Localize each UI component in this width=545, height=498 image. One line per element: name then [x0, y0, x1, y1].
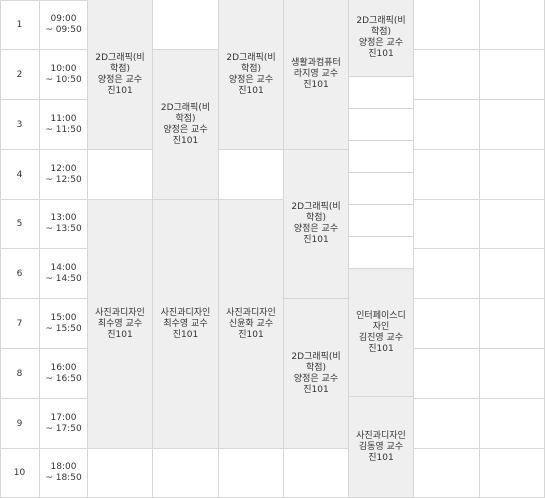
period-end: ~ 16:50 — [45, 373, 82, 384]
period-time: 18:00 ~ 18:50 — [40, 449, 88, 498]
empty-slot — [349, 173, 414, 205]
period-end: ~ 15:50 — [45, 323, 82, 334]
empty-slot — [414, 150, 480, 200]
period-start: 12:00 — [50, 163, 77, 174]
period-time: 13:00 ~ 13:50 — [40, 200, 88, 249]
period-end: ~ 11:50 — [45, 124, 82, 135]
period-number: 3 — [0, 100, 40, 150]
grid-left-border — [0, 0, 1, 498]
period-start: 18:00 — [50, 462, 77, 472]
empty-slot — [88, 150, 153, 200]
empty-slot — [480, 449, 545, 498]
period-time: 11:00 ~ 11:50 — [40, 100, 88, 150]
period-number: 6 — [0, 249, 40, 299]
empty-slot — [480, 100, 545, 150]
empty-slot — [219, 150, 284, 200]
empty-slot — [480, 50, 545, 100]
course-block[interactable]: 사진과디자인 최수영 교수 진101 — [88, 200, 153, 449]
course-block[interactable]: 사진과디자인 최수영 교수 진101 — [153, 200, 219, 449]
empty-slot — [480, 200, 545, 249]
empty-slot — [349, 205, 414, 237]
period-start: 14:00 — [50, 262, 77, 273]
period-number: 10 — [0, 449, 40, 498]
empty-slot — [284, 449, 349, 498]
period-time: 10:00 ~ 10:50 — [40, 50, 88, 100]
empty-slot — [414, 200, 480, 249]
period-number: 8 — [0, 349, 40, 399]
period-time: 17:00 ~ 17:50 — [40, 399, 88, 449]
course-block[interactable]: 인터페이스디 자인 김진영 교수 진101 — [349, 269, 414, 397]
course-block[interactable]: 생활과컴퓨터 라지영 교수 진101 — [284, 0, 349, 150]
period-number: 9 — [0, 399, 40, 449]
period-start: 09:00 — [50, 13, 77, 24]
period-time: 15:00 ~ 15:50 — [40, 299, 88, 349]
empty-slot — [349, 141, 414, 173]
period-number: 4 — [0, 150, 40, 200]
period-end: ~ 13:50 — [45, 224, 82, 234]
period-end: ~ 17:50 — [45, 423, 82, 434]
period-start: 16:00 — [50, 362, 77, 373]
period-end: ~ 09:50 — [45, 24, 82, 35]
empty-slot — [219, 449, 284, 498]
period-number: 1 — [0, 0, 40, 50]
period-start: 15:00 — [50, 312, 77, 323]
empty-slot — [414, 399, 480, 449]
empty-slot — [480, 399, 545, 449]
course-block[interactable]: 2D그래픽(비 학점) 양정은 교수 진101 — [349, 0, 414, 77]
course-block[interactable]: 2D그래픽(비 학점) 양정은 교수 진101 — [219, 0, 284, 150]
empty-slot — [153, 0, 219, 50]
empty-slot — [414, 349, 480, 399]
empty-slot — [153, 449, 219, 498]
period-start: 10:00 — [50, 63, 77, 74]
empty-slot — [480, 0, 545, 50]
period-start: 11:00 — [50, 113, 77, 124]
empty-slot — [414, 249, 480, 299]
period-end: ~ 18:50 — [45, 473, 82, 483]
empty-slot — [414, 449, 480, 498]
course-block[interactable]: 사진과디자인 신윤화 교수 진101 — [219, 200, 284, 449]
period-time: 16:00 ~ 16:50 — [40, 349, 88, 399]
empty-slot — [349, 237, 414, 269]
period-end: ~ 12:50 — [45, 174, 82, 185]
course-block[interactable]: 사진과디자인 김동영 교수 진101 — [349, 397, 414, 498]
period-end: ~ 10:50 — [45, 74, 82, 85]
period-number: 7 — [0, 299, 40, 349]
empty-slot — [480, 150, 545, 200]
period-start: 17:00 — [50, 412, 77, 423]
empty-slot — [414, 299, 480, 349]
empty-slot — [414, 0, 480, 50]
period-number: 5 — [0, 200, 40, 249]
course-block[interactable]: 2D그래픽(비 학점) 양정은 교수 진101 — [284, 150, 349, 299]
period-end: ~ 14:50 — [45, 273, 82, 284]
period-time: 12:00 ~ 12:50 — [40, 150, 88, 200]
period-time: 14:00 ~ 14:50 — [40, 249, 88, 299]
empty-slot — [480, 299, 545, 349]
empty-slot — [349, 109, 414, 141]
period-number: 2 — [0, 50, 40, 100]
course-block[interactable]: 2D그래픽(비 학점) 양정은 교수 진101 — [284, 299, 349, 449]
empty-slot — [414, 100, 480, 150]
period-time: 09:00 ~ 09:50 — [40, 0, 88, 50]
empty-slot — [349, 77, 414, 109]
course-block[interactable]: 2D그래픽(비 학점) 양정은 교수 진101 — [88, 0, 153, 150]
empty-slot — [480, 249, 545, 299]
period-start: 13:00 — [50, 213, 77, 223]
empty-slot — [414, 50, 480, 100]
empty-slot — [88, 449, 153, 498]
empty-slot — [480, 349, 545, 399]
course-block[interactable]: 2D그래픽(비 학점) 양정은 교수 진101 — [153, 50, 219, 200]
